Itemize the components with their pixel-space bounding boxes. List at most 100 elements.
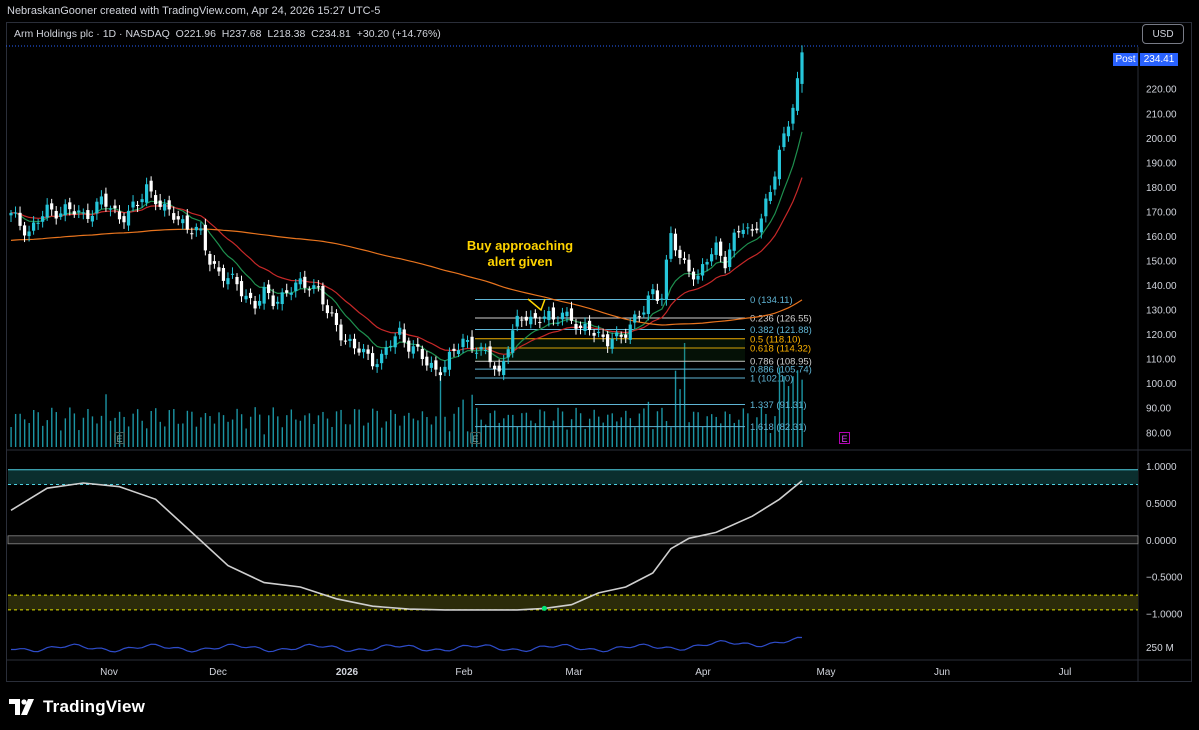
price-axis: 220.00 210.00 200.00 190.00 180.00 170.00 160.… (1146, 85, 1177, 440)
volume-bar (109, 420, 112, 447)
candle-body (497, 365, 501, 372)
candle-body (456, 350, 461, 354)
candle-body (795, 78, 800, 111)
volume-bar (358, 409, 360, 447)
volume-bar (769, 433, 772, 447)
volume-bar (426, 417, 428, 447)
candle-body (185, 215, 189, 230)
candle-body (330, 312, 334, 314)
candle-body (294, 282, 298, 291)
volume-bar (64, 418, 67, 447)
candle-body (398, 327, 402, 335)
buy-signal-dot (541, 605, 547, 611)
candle-body (36, 222, 40, 224)
volume-bar (670, 427, 672, 447)
volume-bar (385, 421, 387, 447)
candle-body (303, 276, 307, 288)
volume-bar (534, 423, 537, 447)
candle-body (556, 322, 560, 324)
volume-bar (308, 413, 311, 447)
currency-button[interactable]: USD (1142, 24, 1184, 44)
candle-body (597, 331, 601, 333)
volume-bar (512, 414, 514, 447)
candle-body (438, 372, 442, 376)
candle-body (578, 325, 583, 328)
volume-bar (69, 407, 71, 447)
candle-body (452, 348, 456, 351)
oscillator-tick: 1.0000 (1146, 462, 1177, 473)
ema_mid-line (11, 177, 803, 355)
candle-body (782, 133, 786, 148)
fib-level-label: 0.382 (121.88) (750, 325, 812, 336)
volume-bar (304, 415, 306, 447)
candle-body (45, 204, 49, 218)
volume-bar (801, 379, 803, 447)
candle-body (705, 261, 709, 265)
volume-bar (60, 430, 62, 447)
fib-level-label: 1.337 (91.31) (750, 400, 807, 411)
earnings-badge-1[interactable]: E (114, 432, 125, 444)
volume-bar (231, 419, 234, 447)
candle-body (212, 261, 216, 264)
candle-body (371, 353, 375, 367)
earnings-badge-2[interactable]: E (470, 432, 481, 444)
volume-bar (281, 427, 283, 447)
volume-bar (566, 429, 568, 447)
candle-body (366, 349, 370, 354)
volume-indicator-pane: 250 M (11, 636, 1174, 654)
volume-bar (55, 412, 57, 447)
volume-bar (661, 407, 663, 447)
volume-bar (679, 389, 681, 447)
candle-body (465, 340, 470, 342)
volume-bar (313, 423, 315, 447)
volume-bar (249, 416, 252, 447)
volume-bar (783, 376, 785, 447)
candle-body (515, 315, 519, 327)
candle-body (606, 334, 610, 347)
candle-body (235, 276, 239, 285)
candle-body (420, 348, 424, 360)
high-label: H (221, 28, 230, 40)
volume-bar (756, 417, 758, 447)
candle-body (723, 256, 727, 269)
time-tick: Dec (209, 667, 227, 678)
volume-bar (765, 413, 767, 447)
volume-bar (372, 408, 374, 447)
volume-bar (78, 430, 80, 447)
candle-body (217, 267, 221, 272)
volume-bar (87, 408, 89, 447)
candle-body (285, 290, 289, 293)
fib-level-label: 1.618 (82.31) (750, 422, 807, 433)
volume-bar (100, 415, 103, 447)
buy-alert-annotation: Buy approaching alert given (460, 238, 580, 270)
volume-bar (23, 419, 26, 447)
candle-body (108, 208, 113, 210)
candle-body (271, 295, 275, 307)
candle-body (104, 193, 108, 207)
candle-body (728, 249, 732, 268)
tradingview-logo[interactable]: TradingView (9, 697, 145, 717)
earnings-badge-upcoming[interactable]: E (839, 432, 850, 444)
volume-bar (349, 424, 351, 447)
candle-body (506, 349, 510, 358)
candle-body (759, 218, 763, 233)
volume-bar (643, 408, 645, 447)
volume-bar (326, 418, 329, 447)
price-tick: 190.00 (1146, 158, 1177, 169)
volume-bar (593, 409, 595, 447)
candle-body (642, 312, 646, 315)
volume-bar (91, 416, 94, 447)
volume-bar (715, 416, 717, 447)
oscillator-tick: −1.0000 (1146, 610, 1183, 621)
candle-body (407, 340, 411, 352)
volume-bar (638, 413, 641, 447)
candle-body (158, 200, 162, 207)
low-label: L (267, 28, 274, 40)
volume-bar (236, 408, 238, 447)
volume-bar (118, 411, 121, 447)
attribution-bar: NebraskanGooner created with TradingView… (0, 0, 1199, 22)
candle-body (547, 310, 551, 321)
volume-bar (552, 420, 555, 447)
candle-body (393, 336, 397, 348)
